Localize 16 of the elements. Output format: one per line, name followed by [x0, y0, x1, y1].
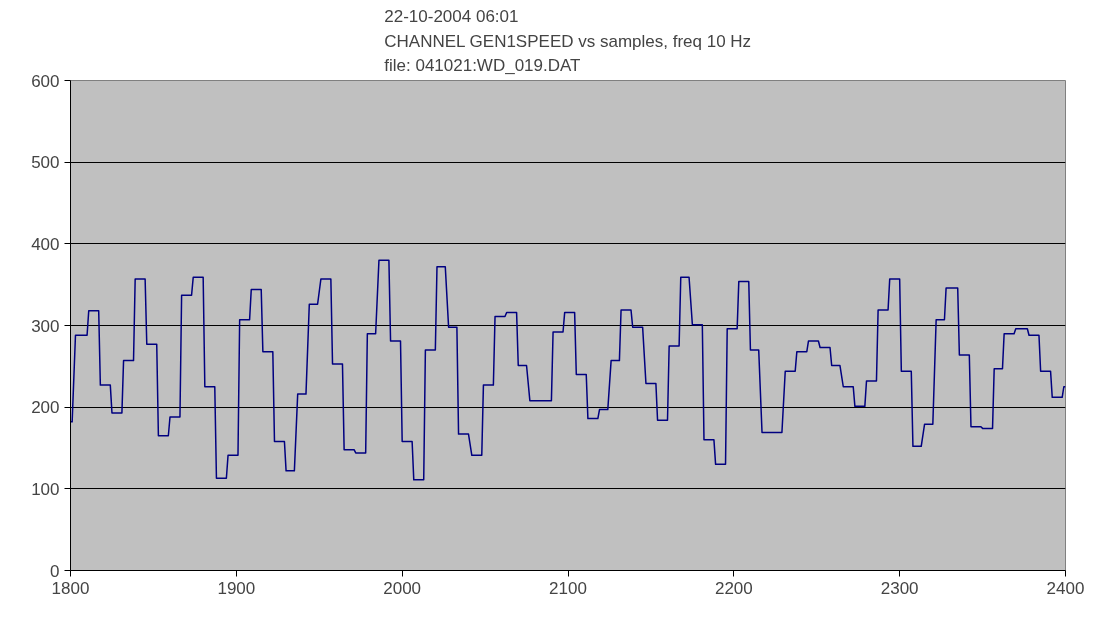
line-series — [70, 259, 1066, 481]
y-tick-label: 200 — [31, 398, 60, 418]
x-tick-label: 2100 — [549, 578, 587, 598]
y-tick-label: 400 — [31, 234, 60, 254]
chart-title: 22-10-2004 06:01 CHANNEL GEN1SPEED vs samples, freq 10 Hz file: 041021:WD_019.DAT — [384, 7, 752, 76]
y-tick-label: 600 — [31, 71, 60, 91]
x-tick-label: 2300 — [880, 578, 919, 598]
y-tick-label: 300 — [31, 316, 60, 336]
y-tick-label: 500 — [31, 153, 60, 173]
y-tick-label: 0 — [50, 561, 60, 581]
x-tick-label: 2200 — [714, 578, 753, 598]
x-tick-label: 2000 — [383, 578, 422, 598]
x-tick-label: 1900 — [217, 578, 256, 598]
x-tick-label: 2400 — [1046, 578, 1085, 598]
x-tick-label: 1800 — [51, 578, 90, 598]
y-tick-label: 100 — [31, 479, 60, 499]
